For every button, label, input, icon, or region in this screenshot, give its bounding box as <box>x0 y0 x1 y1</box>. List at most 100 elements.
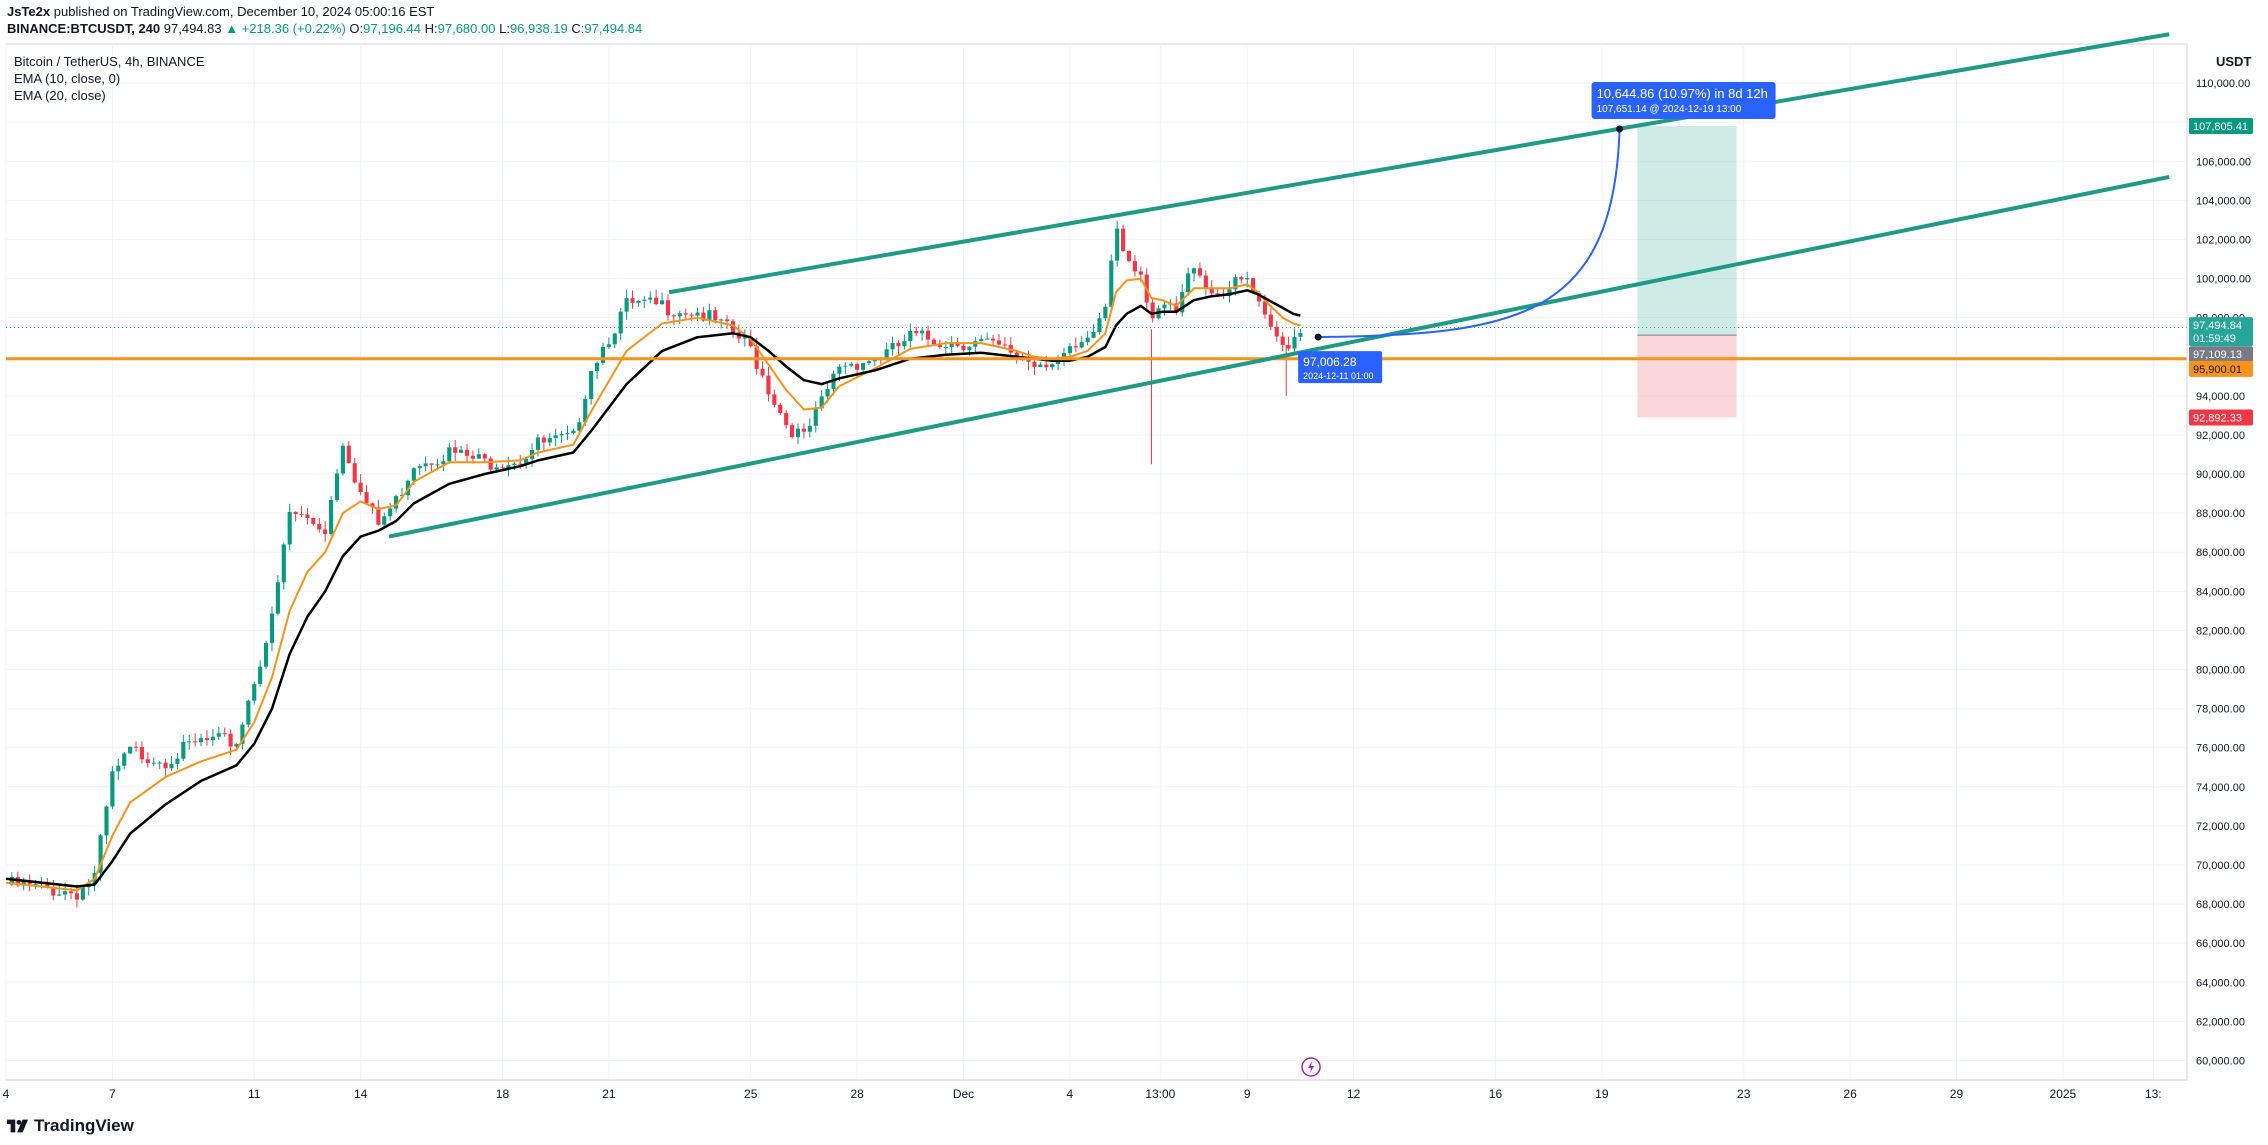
price-change: ▲ +218.36 (+0.22%) <box>225 21 346 36</box>
candle-body <box>790 425 795 438</box>
candle-body <box>234 743 239 747</box>
candle-body <box>541 437 546 443</box>
candle-body <box>263 642 269 667</box>
candle-body <box>500 467 505 469</box>
candle-body <box>299 514 304 516</box>
candle-body <box>849 363 854 366</box>
candle-body <box>925 330 931 340</box>
candle-body <box>1245 278 1250 280</box>
price-label: 95,900.01 <box>2193 364 2242 376</box>
legend-ema10[interactable]: EMA (10, close, 0) <box>14 71 121 86</box>
candle-body <box>914 330 919 334</box>
time-tick-label: 9 <box>1244 1087 1251 1101</box>
channel-lower-line <box>388 174 2170 539</box>
candle-body <box>252 684 257 701</box>
candle-body <box>943 346 948 348</box>
price-scale[interactable]: USDT110,000.00108,000.00106,000.00104,00… <box>2186 44 2251 1080</box>
tradingview-logo[interactable]: TradingView <box>7 1116 134 1136</box>
candle-body <box>902 341 907 347</box>
candle-body <box>577 422 582 431</box>
candle-body <box>74 893 79 900</box>
price-tick-label: 74,000.00 <box>2196 782 2245 794</box>
candle-body <box>837 366 842 374</box>
ema10-line <box>5 277 1301 892</box>
time-tick-label: 29 <box>1950 1087 1964 1101</box>
candle-body <box>122 753 127 766</box>
candle-body <box>370 503 375 508</box>
candle-body <box>358 482 363 493</box>
candle-body <box>931 339 937 345</box>
candle-body <box>524 458 529 465</box>
candle-body <box>470 455 476 459</box>
candle-body <box>1002 344 1007 346</box>
candle-body <box>1109 260 1114 307</box>
price-tick-label: 66,000.00 <box>2196 938 2245 950</box>
time-tick-label: 28 <box>850 1087 864 1101</box>
candle-body <box>825 388 830 397</box>
plot-frame <box>5 43 2188 1081</box>
candle-body <box>618 311 623 334</box>
open-label: O: <box>349 21 364 36</box>
candle-body <box>559 433 564 436</box>
price-tick-label: 104,000.00 <box>2196 195 2251 207</box>
candle-body <box>139 747 145 760</box>
candle-body <box>583 398 588 423</box>
open-value: 97,196.44 <box>363 21 421 36</box>
price-label-box <box>2189 117 2253 134</box>
candle-body <box>1251 278 1256 293</box>
candle-body <box>654 297 659 305</box>
candle-body <box>665 300 671 316</box>
candle-body <box>742 337 747 339</box>
price-label-box <box>2189 360 2253 377</box>
candle-body <box>1227 289 1232 297</box>
price-tick-label: 102,000.00 <box>2196 234 2251 246</box>
candle-body <box>27 881 32 884</box>
candle-body <box>163 762 168 769</box>
candle-body <box>1256 292 1262 302</box>
candle-body <box>772 394 777 405</box>
candle-body <box>198 738 204 743</box>
candle-body <box>1067 346 1072 354</box>
candle-body <box>1038 364 1043 368</box>
candle-body <box>187 741 192 743</box>
time-tick-label: 19 <box>1595 1087 1609 1101</box>
time-tick-label: 16 <box>1489 1087 1503 1101</box>
drawings-layer[interactable]: 97,006.28 2024-12-11 01:00 10,644.86 (10.9… <box>6 32 2187 1077</box>
publisher-name[interactable]: JsTe2x <box>7 4 51 19</box>
price-tick-label: 92,000.00 <box>2196 430 2245 442</box>
ema20-line <box>5 289 1301 888</box>
low-label: L: <box>499 21 510 36</box>
projection-end-box <box>1591 82 1776 120</box>
candle-body <box>612 333 617 345</box>
candle-body <box>1268 314 1273 327</box>
legend-title[interactable]: Bitcoin / TetherUS, 4h, BINANCE <box>14 54 205 69</box>
price-label: 92,892.33 <box>2193 413 2242 425</box>
price-tick-label: 82,000.00 <box>2196 625 2245 637</box>
candle-body <box>447 447 452 462</box>
channel-upper-line <box>668 32 2170 295</box>
legend-ema20[interactable]: EMA (20, close) <box>14 88 106 103</box>
candle-body <box>967 346 972 351</box>
projection-end-point <box>1616 125 1624 133</box>
price-label: 97,494.84 <box>2193 320 2242 332</box>
price-tick-label: 60,000.00 <box>2196 1055 2245 1067</box>
time-tick-label: 23 <box>1737 1087 1751 1101</box>
candle-body <box>813 408 818 426</box>
time-axis[interactable]: 4 7 11 14 18 21 25 28 Dec 4 13:00 9 12 16 19 23 26 29 2025… <box>3 1079 2187 1101</box>
candle-body <box>535 437 541 450</box>
candle-body <box>1233 277 1238 290</box>
candle-body <box>133 746 139 748</box>
candle-body <box>1044 364 1049 368</box>
candle-body <box>476 454 481 459</box>
time-tick-label: 25 <box>744 1087 758 1101</box>
time-tick-label: 13: <box>2145 1087 2162 1101</box>
price-tick-label: 106,000.00 <box>2196 156 2251 168</box>
candle-body <box>801 428 806 432</box>
candle-body <box>908 330 913 342</box>
candle-body <box>151 762 156 764</box>
candle-body <box>683 313 688 315</box>
candle-body <box>1191 268 1197 274</box>
candle-body <box>589 371 594 399</box>
candle-body <box>1262 301 1268 315</box>
